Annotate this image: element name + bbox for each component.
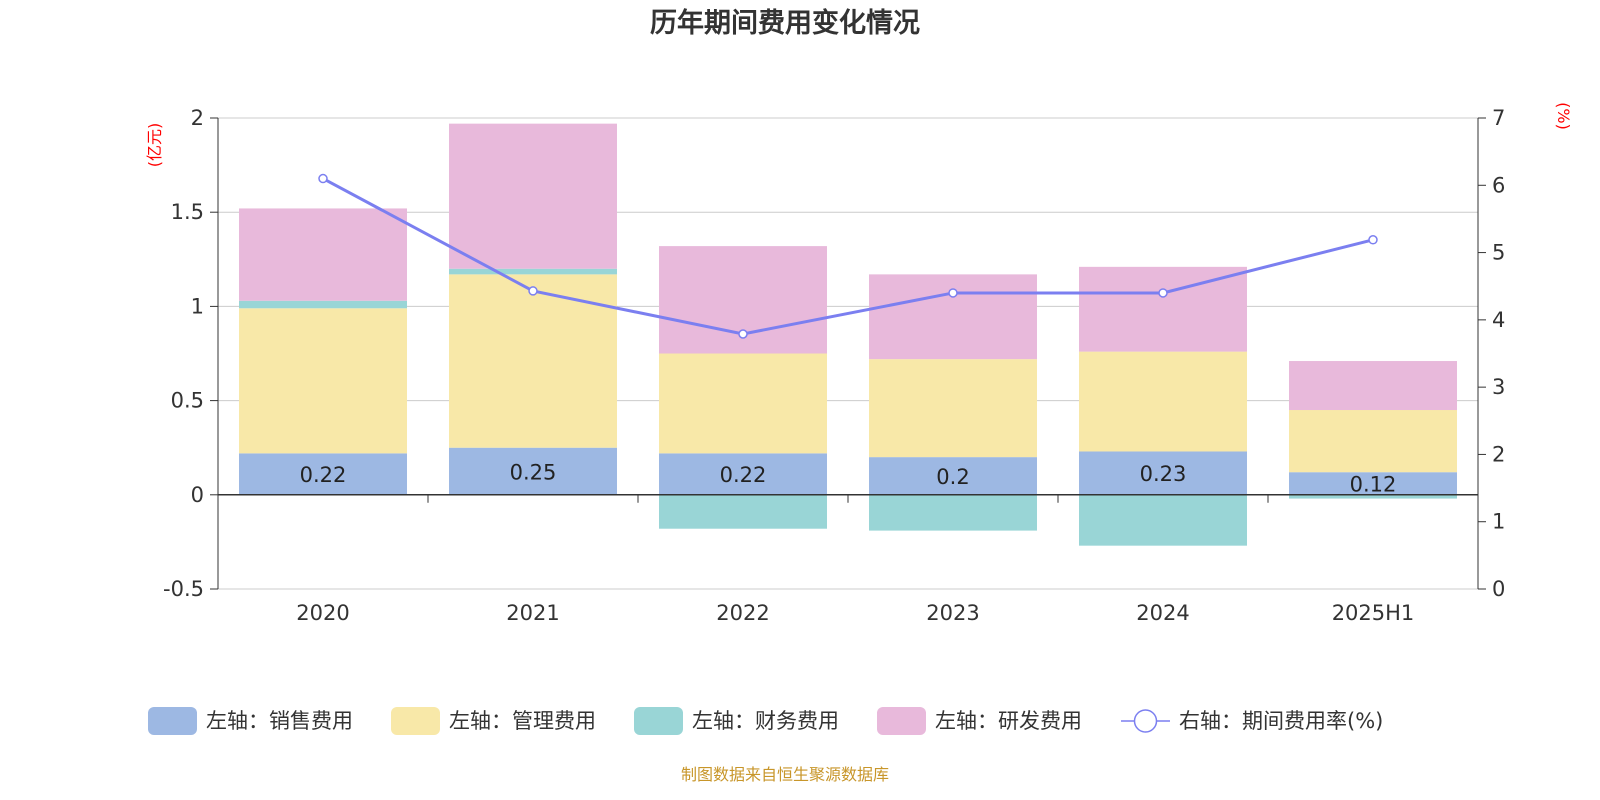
source-note: 制图数据来自恒生聚源数据库 bbox=[681, 765, 889, 784]
data-label: 0.22 bbox=[720, 463, 767, 487]
legend-swatch bbox=[148, 707, 197, 735]
line-series bbox=[318, 173, 1378, 339]
right-tick-label: 3 bbox=[1492, 375, 1505, 399]
bar bbox=[239, 453, 407, 495]
legend-label: 左轴：财务费用 bbox=[692, 709, 839, 733]
x-tick-label: 2022 bbox=[716, 601, 769, 625]
line-point bbox=[1368, 235, 1378, 245]
bar bbox=[869, 494, 1037, 531]
bar bbox=[869, 359, 1037, 458]
left-tick-label: -0.5 bbox=[163, 577, 204, 601]
legend-label: 左轴：研发费用 bbox=[935, 709, 1082, 733]
x-tick-label: 2020 bbox=[296, 601, 349, 625]
bar-series bbox=[239, 123, 1457, 546]
x-tick-label: 2023 bbox=[926, 601, 979, 625]
legend: 左轴：销售费用 左轴：管理费用 左轴：财务费用 左轴：研发费用 右轴：期间费用率(%) bbox=[148, 707, 1383, 735]
legend-swatch bbox=[391, 707, 440, 735]
legend-circle-icon bbox=[1133, 709, 1158, 733]
axes: -0.5 0 0.5 1 1.5 2 0 1 2 3 4 5 6 7 2020 2021 2022 2023 202… bbox=[163, 106, 1505, 625]
bar bbox=[869, 274, 1037, 360]
left-tick-label: 0.5 bbox=[171, 389, 204, 413]
x-tick-label: 2025H1 bbox=[1332, 601, 1415, 625]
bar bbox=[1079, 494, 1247, 546]
right-tick-label: 5 bbox=[1492, 241, 1505, 265]
data-label: 0.22 bbox=[300, 463, 347, 487]
bar bbox=[869, 457, 1037, 495]
legend-label: 左轴：管理费用 bbox=[449, 709, 596, 733]
legend-label: 左轴：销售费用 bbox=[206, 709, 353, 733]
bar bbox=[239, 308, 407, 454]
right-axis-unit: (%) bbox=[1554, 102, 1573, 130]
x-tick-label: 2024 bbox=[1136, 601, 1189, 625]
bar bbox=[659, 453, 827, 495]
legend-label: 右轴：期间费用率(%) bbox=[1179, 709, 1383, 733]
data-labels: 0.22 0.25 0.22 0.2 0.23 0.12 bbox=[300, 460, 1397, 496]
line-point bbox=[1158, 288, 1168, 298]
x-tick-label: 2021 bbox=[506, 601, 559, 625]
left-tick-label: 0 bbox=[191, 483, 204, 507]
data-label: 0.23 bbox=[1140, 462, 1187, 486]
bar bbox=[1079, 451, 1247, 495]
legend-swatch bbox=[634, 707, 683, 735]
bar bbox=[1289, 472, 1457, 495]
bar bbox=[659, 494, 827, 529]
line-point bbox=[738, 329, 748, 339]
left-tick-label: 2 bbox=[191, 106, 204, 130]
chart-title: 历年期间费用变化情况 bbox=[650, 7, 920, 39]
right-tick-label: 7 bbox=[1492, 106, 1505, 130]
left-tick-label: 1 bbox=[191, 294, 204, 318]
rate-line bbox=[322, 177, 1374, 336]
bar bbox=[1079, 266, 1247, 352]
bar bbox=[449, 274, 617, 448]
legend-swatch bbox=[877, 707, 926, 735]
data-label: 0.2 bbox=[936, 465, 969, 489]
line-point bbox=[528, 286, 538, 296]
left-axis-unit: (亿元) bbox=[145, 123, 164, 168]
right-tick-label: 6 bbox=[1492, 173, 1505, 197]
bar bbox=[449, 447, 617, 495]
bar bbox=[239, 208, 407, 301]
left-tick-label: 1.5 bbox=[171, 200, 204, 224]
bar bbox=[1079, 351, 1247, 452]
bar bbox=[449, 123, 617, 269]
right-tick-label: 1 bbox=[1492, 510, 1505, 534]
bar bbox=[1289, 494, 1457, 499]
right-tick-label: 0 bbox=[1492, 577, 1505, 601]
line-point bbox=[948, 288, 958, 298]
bar bbox=[449, 268, 617, 275]
bar bbox=[239, 300, 407, 309]
bar bbox=[1289, 361, 1457, 411]
right-tick-label: 2 bbox=[1492, 442, 1505, 466]
bar bbox=[1289, 410, 1457, 473]
line-point bbox=[318, 173, 328, 184]
data-label: 0.12 bbox=[1350, 472, 1397, 496]
right-tick-label: 4 bbox=[1492, 308, 1505, 332]
bar bbox=[659, 353, 827, 454]
data-label: 0.25 bbox=[510, 460, 557, 484]
